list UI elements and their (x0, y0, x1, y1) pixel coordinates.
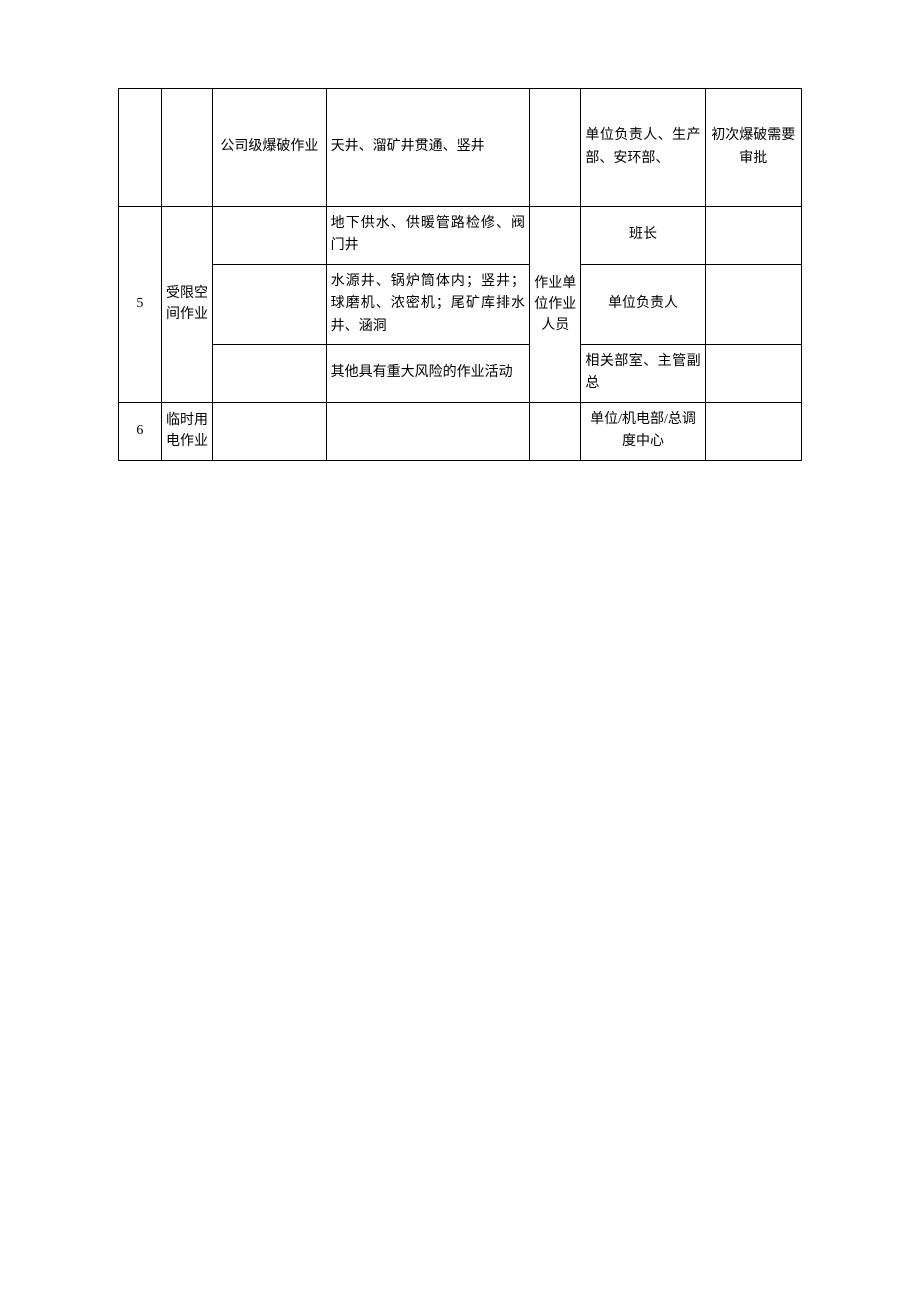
cell-remark (705, 264, 801, 344)
cell-responsible: 单位/机电部/总调度中心 (581, 402, 705, 460)
cell-level (213, 402, 326, 460)
cell-remark: 初次爆破需要审批 (705, 89, 801, 207)
cell-level (213, 344, 326, 402)
cell-responsible: 班长 (581, 207, 705, 265)
table-row: 6 临时用电作业 单位/机电部/总调度中心 (119, 402, 802, 460)
cell-description: 地下供水、供暖管路检修、阀门井 (326, 207, 529, 265)
cell-responsible: 单位负责人、生产部、安环部、 (581, 89, 705, 207)
cell-unit (530, 402, 581, 460)
cell-responsible: 相关部室、主管副总 (581, 344, 705, 402)
cell-level (213, 207, 326, 265)
cell-description: 水源井、锅炉筒体内；竖井；球磨机、浓密机；尾矿库排水井、涵洞 (326, 264, 529, 344)
cell-description: 其他具有重大风险的作业活动 (326, 344, 529, 402)
cell-level: 公司级爆破作业 (213, 89, 326, 207)
cell-remark (705, 402, 801, 460)
cell-index: 6 (119, 402, 162, 460)
cell-index: 5 (119, 207, 162, 403)
cell-category: 临时用电作业 (161, 402, 212, 460)
cell-remark (705, 344, 801, 402)
cell-level (213, 264, 326, 344)
table-row: 公司级爆破作业 天井、溜矿井贯通、竖井 单位负责人、生产部、安环部、 初次爆破需… (119, 89, 802, 207)
table-row: 其他具有重大风险的作业活动 相关部室、主管副总 (119, 344, 802, 402)
cell-index (119, 89, 162, 207)
cell-unit: 作业单位作业人员 (530, 207, 581, 403)
cell-category (161, 89, 212, 207)
operations-table: 公司级爆破作业 天井、溜矿井贯通、竖井 单位负责人、生产部、安环部、 初次爆破需… (118, 88, 802, 461)
cell-category: 受限空间作业 (161, 207, 212, 403)
table-row: 5 受限空间作业 地下供水、供暖管路检修、阀门井 作业单位作业人员 班长 (119, 207, 802, 265)
cell-unit (530, 89, 581, 207)
cell-responsible: 单位负责人 (581, 264, 705, 344)
cell-description: 天井、溜矿井贯通、竖井 (326, 89, 529, 207)
cell-description (326, 402, 529, 460)
table-row: 水源井、锅炉筒体内；竖井；球磨机、浓密机；尾矿库排水井、涵洞 单位负责人 (119, 264, 802, 344)
cell-remark (705, 207, 801, 265)
